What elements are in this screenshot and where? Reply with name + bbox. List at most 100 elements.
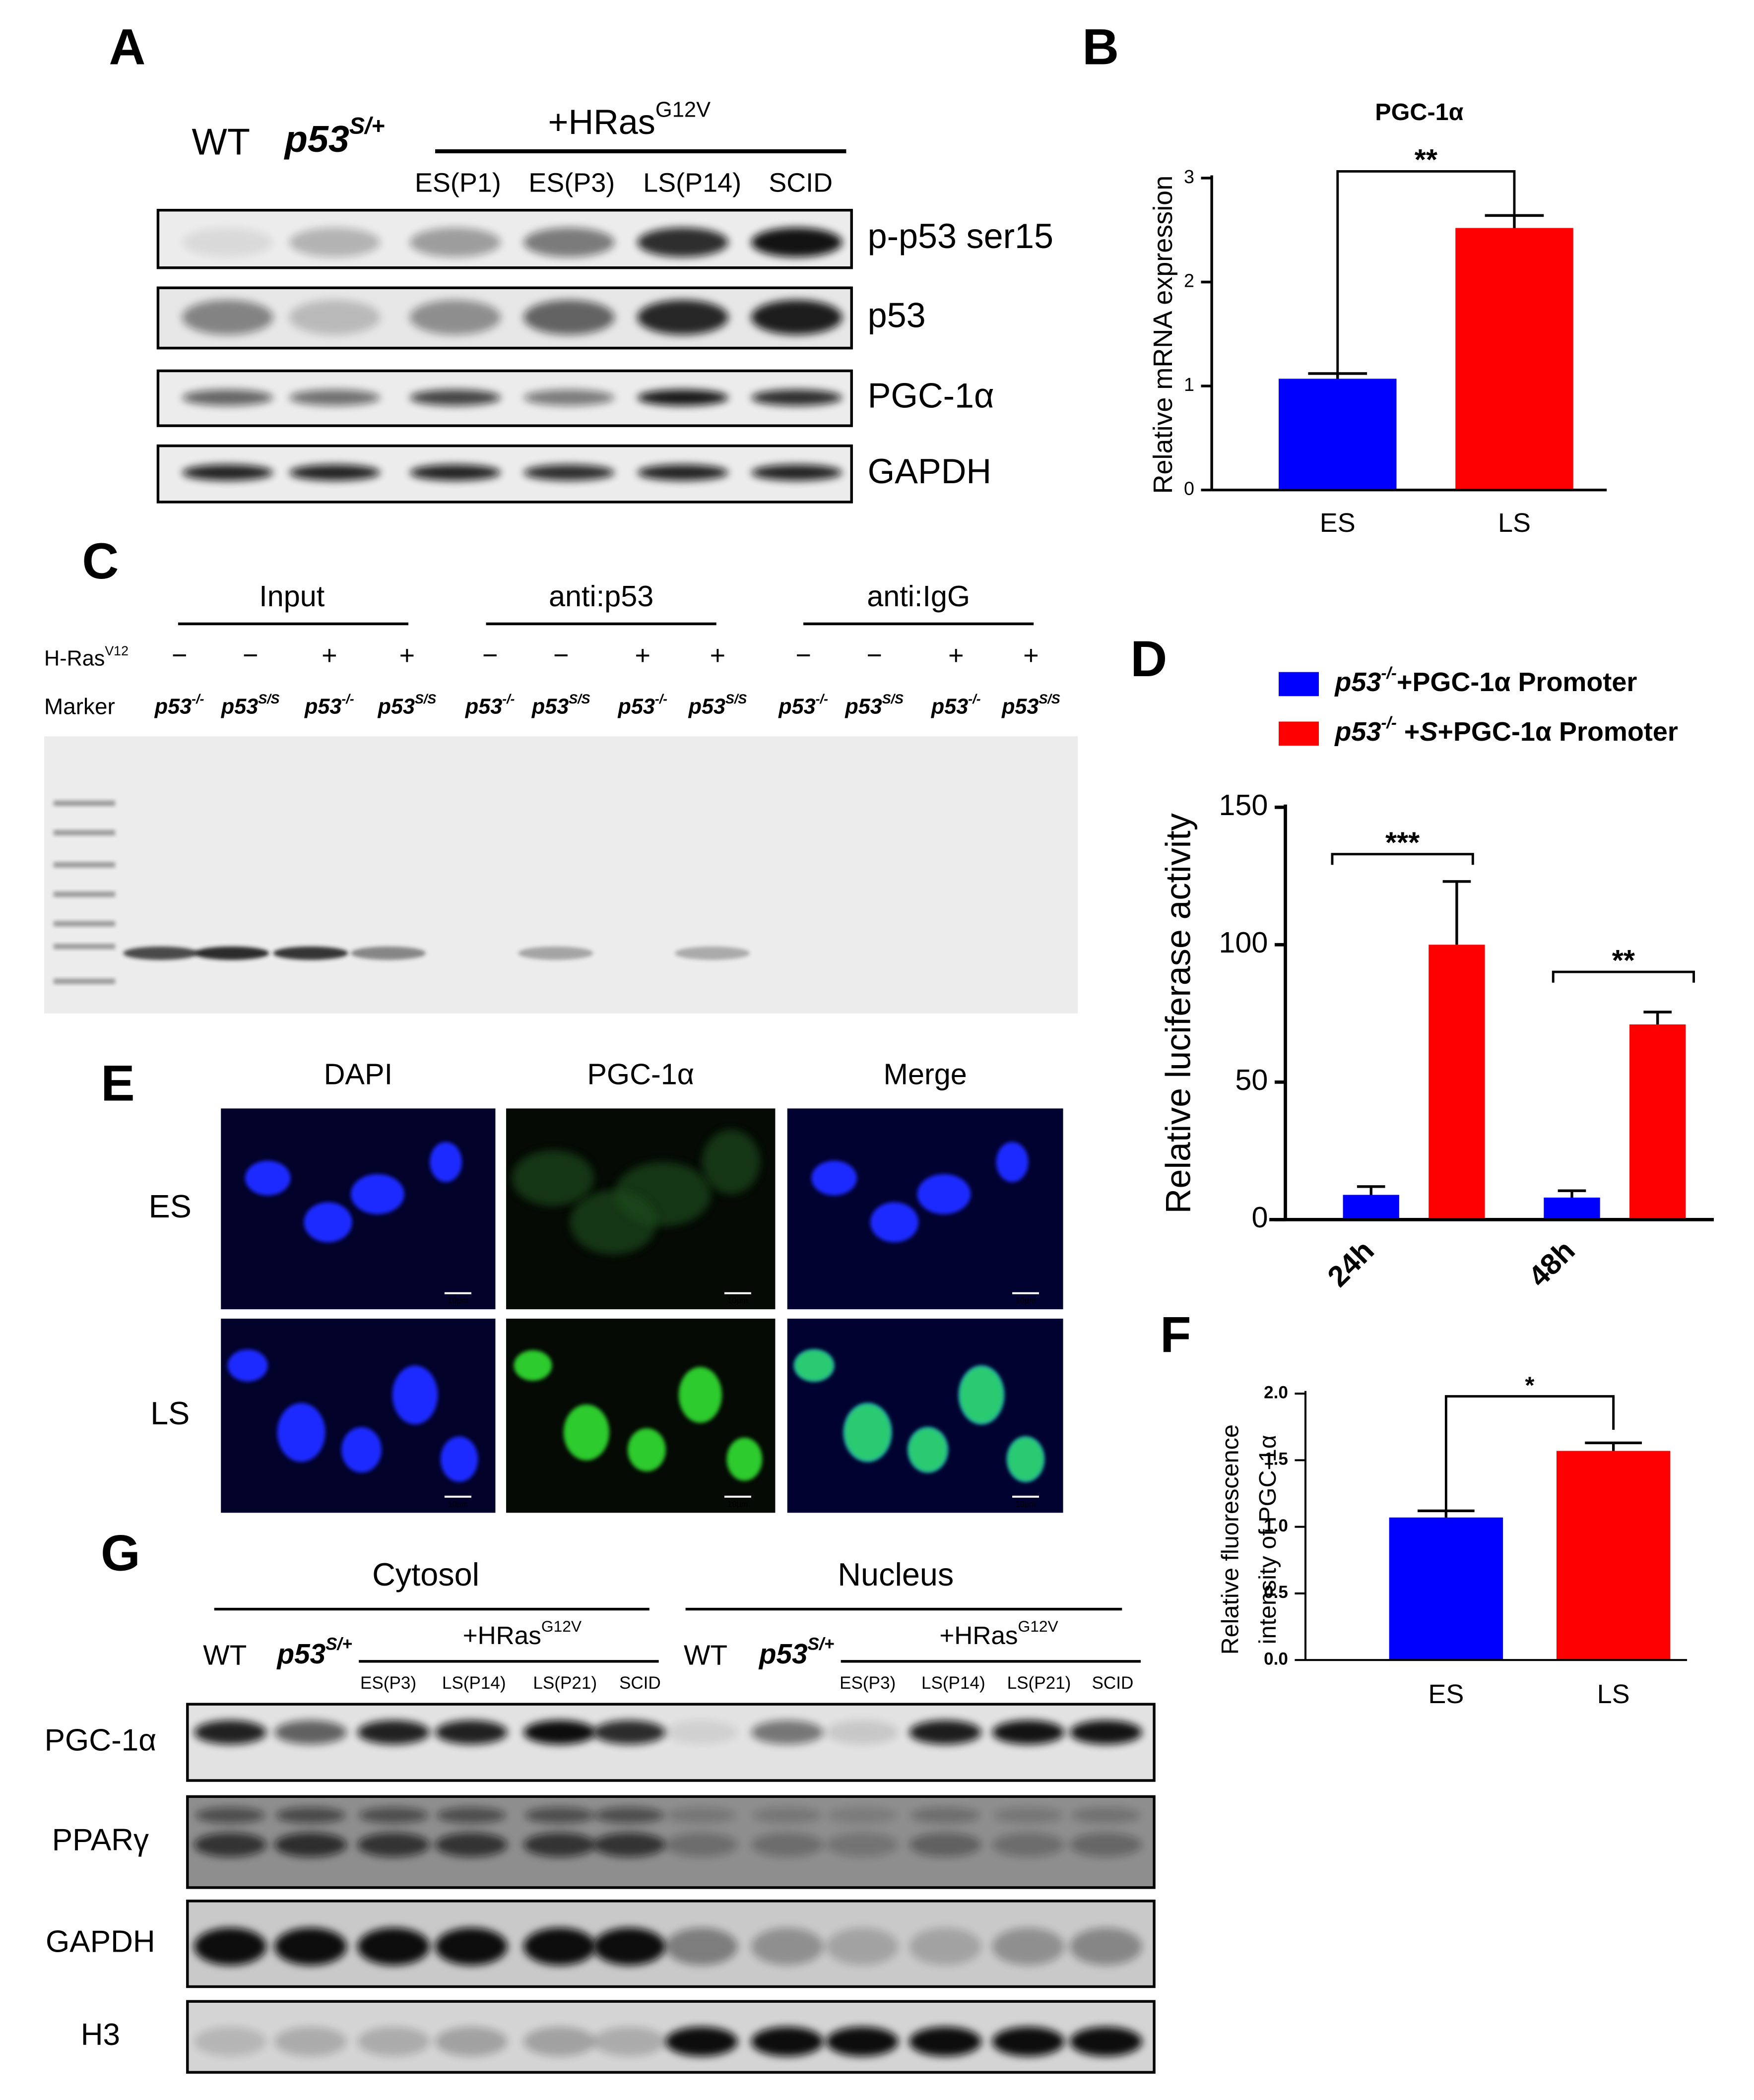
band [274, 2027, 347, 2056]
micrograph [221, 1319, 496, 1513]
band [751, 2027, 824, 2056]
band [409, 227, 501, 257]
gel [44, 736, 1078, 1014]
micrograph [787, 1108, 1063, 1310]
band [909, 2027, 981, 2056]
sublane-label: ES(P3) [840, 1673, 896, 1693]
genotype-label: p53-/- [465, 692, 515, 719]
genotype-label-part: p53 [221, 695, 258, 719]
sign-label: + [635, 640, 651, 670]
group-label-sup: G12V [655, 98, 711, 122]
band [826, 2027, 899, 2056]
legend-label-part: +PGC-1α Promoter [1397, 667, 1637, 697]
group-label: anti:IgG [867, 579, 970, 613]
band [992, 1833, 1065, 1857]
sign-label: + [948, 640, 964, 670]
genotype-label-sup: -/- [192, 692, 204, 706]
y-tick-label: 2.0 [1264, 1383, 1288, 1402]
micrograph [506, 1319, 776, 1513]
band [593, 1720, 666, 1745]
sign-label: − [172, 640, 188, 670]
band [289, 227, 381, 257]
band [637, 464, 728, 481]
blot [156, 286, 853, 350]
genotype-label-part: p53 [465, 695, 502, 719]
band [351, 946, 426, 960]
band [357, 1720, 430, 1745]
bar [1389, 1517, 1503, 1660]
nucleus [811, 1160, 857, 1196]
micrograph [787, 1319, 1063, 1513]
band [194, 2027, 266, 2056]
lane-label: p53S/+ [758, 1635, 834, 1670]
ladder-band [53, 830, 116, 835]
group-label: +HRasG12V [548, 98, 711, 141]
band [665, 2027, 738, 2056]
band [594, 1807, 664, 1824]
y-tick-label: 1.5 [1264, 1450, 1288, 1469]
genotype-label-part: p53 [931, 695, 968, 719]
genotype-label: p53-/- [304, 692, 354, 719]
genotype-label: p53S/S [688, 692, 747, 719]
group-label-part: +HRas [939, 1621, 1018, 1650]
group-label: anti:p53 [549, 579, 653, 613]
nucleus [304, 1202, 352, 1243]
band [751, 464, 843, 481]
lane-label-sup: S/+ [325, 1635, 352, 1654]
blot [186, 1703, 1156, 1782]
sign-label: − [482, 640, 498, 670]
band [523, 1720, 596, 1745]
legend-swatch [1279, 721, 1319, 746]
band [910, 1807, 980, 1824]
significance-label: ** [1415, 143, 1438, 176]
genotype-label-part: p53 [378, 695, 415, 719]
band [751, 1720, 824, 1745]
nucleus [245, 1160, 291, 1196]
panel-letter: C [82, 532, 119, 589]
row-label: GAPDH [868, 451, 992, 491]
band [675, 946, 750, 960]
genotype-label-part: p53 [617, 695, 654, 719]
micrograph [221, 1108, 496, 1310]
scale-label: 10μm [727, 1500, 748, 1509]
band [751, 389, 843, 406]
significance-label: * [1525, 1372, 1535, 1399]
genotype-label-sup: -/- [655, 692, 667, 706]
cell-signal [702, 1130, 760, 1195]
error-bar [1442, 880, 1471, 945]
lane-label-sup: S/+ [808, 1635, 835, 1654]
y-tick-label: 0.0 [1264, 1649, 1288, 1668]
band [665, 1720, 738, 1745]
band [523, 389, 615, 406]
band [182, 464, 273, 481]
sign-label: − [553, 640, 569, 670]
lane-label-part: WT [684, 1640, 727, 1671]
band [523, 300, 615, 335]
band [593, 1833, 666, 1857]
chart-title: PGC-1α [1375, 99, 1463, 126]
y-axis-label: Relative luciferase activity [1159, 813, 1198, 1213]
y-axis-label: Relative fluorescence [1217, 1424, 1243, 1655]
nucleus-signal [1008, 1437, 1043, 1481]
lane-label-part: WT [203, 1640, 247, 1671]
band [637, 389, 728, 406]
genotype-label-sup: S/S [415, 692, 436, 706]
sublane-label: LS(P14) [442, 1673, 506, 1693]
sign-label: − [243, 640, 259, 670]
band [1070, 1927, 1142, 1966]
genotype-label-sup: S/S [882, 692, 904, 706]
genotype-label-sup: -/- [968, 692, 980, 706]
band [435, 1833, 508, 1857]
ladder-band [53, 978, 116, 984]
bar [1556, 1451, 1671, 1660]
ladder-band [53, 862, 116, 868]
band [637, 300, 728, 335]
bar [1279, 379, 1397, 490]
band [826, 1833, 899, 1857]
band [909, 1927, 981, 1966]
column-label: DAPI [324, 1057, 393, 1090]
legend-swatch [1279, 672, 1319, 697]
legend-label: p53-/-+PGC-1α Promoter [1334, 664, 1637, 697]
nucleus [227, 1349, 268, 1382]
